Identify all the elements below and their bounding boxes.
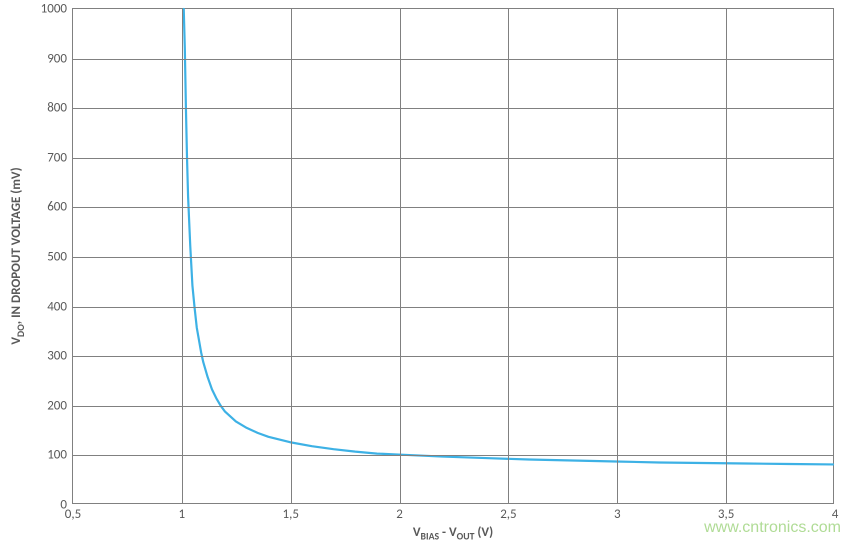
y-tick-label: 1000 bbox=[41, 2, 73, 17]
y-tick-label: 900 bbox=[47, 51, 73, 66]
chart-container: 0,511,522,533,54010020030040050060070080… bbox=[0, 0, 853, 549]
grid-line-horizontal bbox=[73, 307, 833, 308]
grid-line-horizontal bbox=[73, 356, 833, 357]
grid-line-vertical bbox=[182, 9, 183, 503]
grid-line-horizontal bbox=[73, 406, 833, 407]
x-tick-label: 2 bbox=[396, 503, 403, 522]
grid-line-vertical bbox=[617, 9, 618, 503]
x-axis-label: VBIAS - VOUT (V) bbox=[413, 525, 493, 543]
grid-line-horizontal bbox=[73, 207, 833, 208]
grid-line-horizontal bbox=[73, 108, 833, 109]
x-tick-label: 1 bbox=[179, 503, 186, 522]
chart-svg bbox=[73, 9, 833, 503]
grid-line-horizontal bbox=[73, 455, 833, 456]
grid-line-vertical bbox=[400, 9, 401, 503]
x-tick-label: 1,5 bbox=[282, 503, 298, 522]
grid-line-horizontal bbox=[73, 59, 833, 60]
watermark-text: www.cntronics.com bbox=[704, 519, 841, 537]
y-tick-label: 700 bbox=[47, 150, 73, 165]
y-tick-label: 0 bbox=[60, 498, 73, 513]
y-tick-label: 200 bbox=[47, 398, 73, 413]
grid-line-horizontal bbox=[73, 257, 833, 258]
y-tick-label: 100 bbox=[47, 448, 73, 463]
y-tick-label: 800 bbox=[47, 101, 73, 116]
grid-line-vertical bbox=[726, 9, 727, 503]
y-axis-label: VDO, IN DROPOUT VOLTAGE (mV) bbox=[9, 167, 27, 344]
plot-area: 0,511,522,533,54010020030040050060070080… bbox=[72, 8, 834, 504]
grid-line-horizontal bbox=[73, 158, 833, 159]
x-tick-label: 3 bbox=[614, 503, 621, 522]
grid-line-vertical bbox=[508, 9, 509, 503]
y-tick-label: 400 bbox=[47, 299, 73, 314]
y-tick-label: 500 bbox=[47, 250, 73, 265]
grid-line-vertical bbox=[291, 9, 292, 503]
y-tick-label: 300 bbox=[47, 349, 73, 364]
x-tick-label: 2,5 bbox=[500, 503, 516, 522]
y-tick-label: 600 bbox=[47, 200, 73, 215]
